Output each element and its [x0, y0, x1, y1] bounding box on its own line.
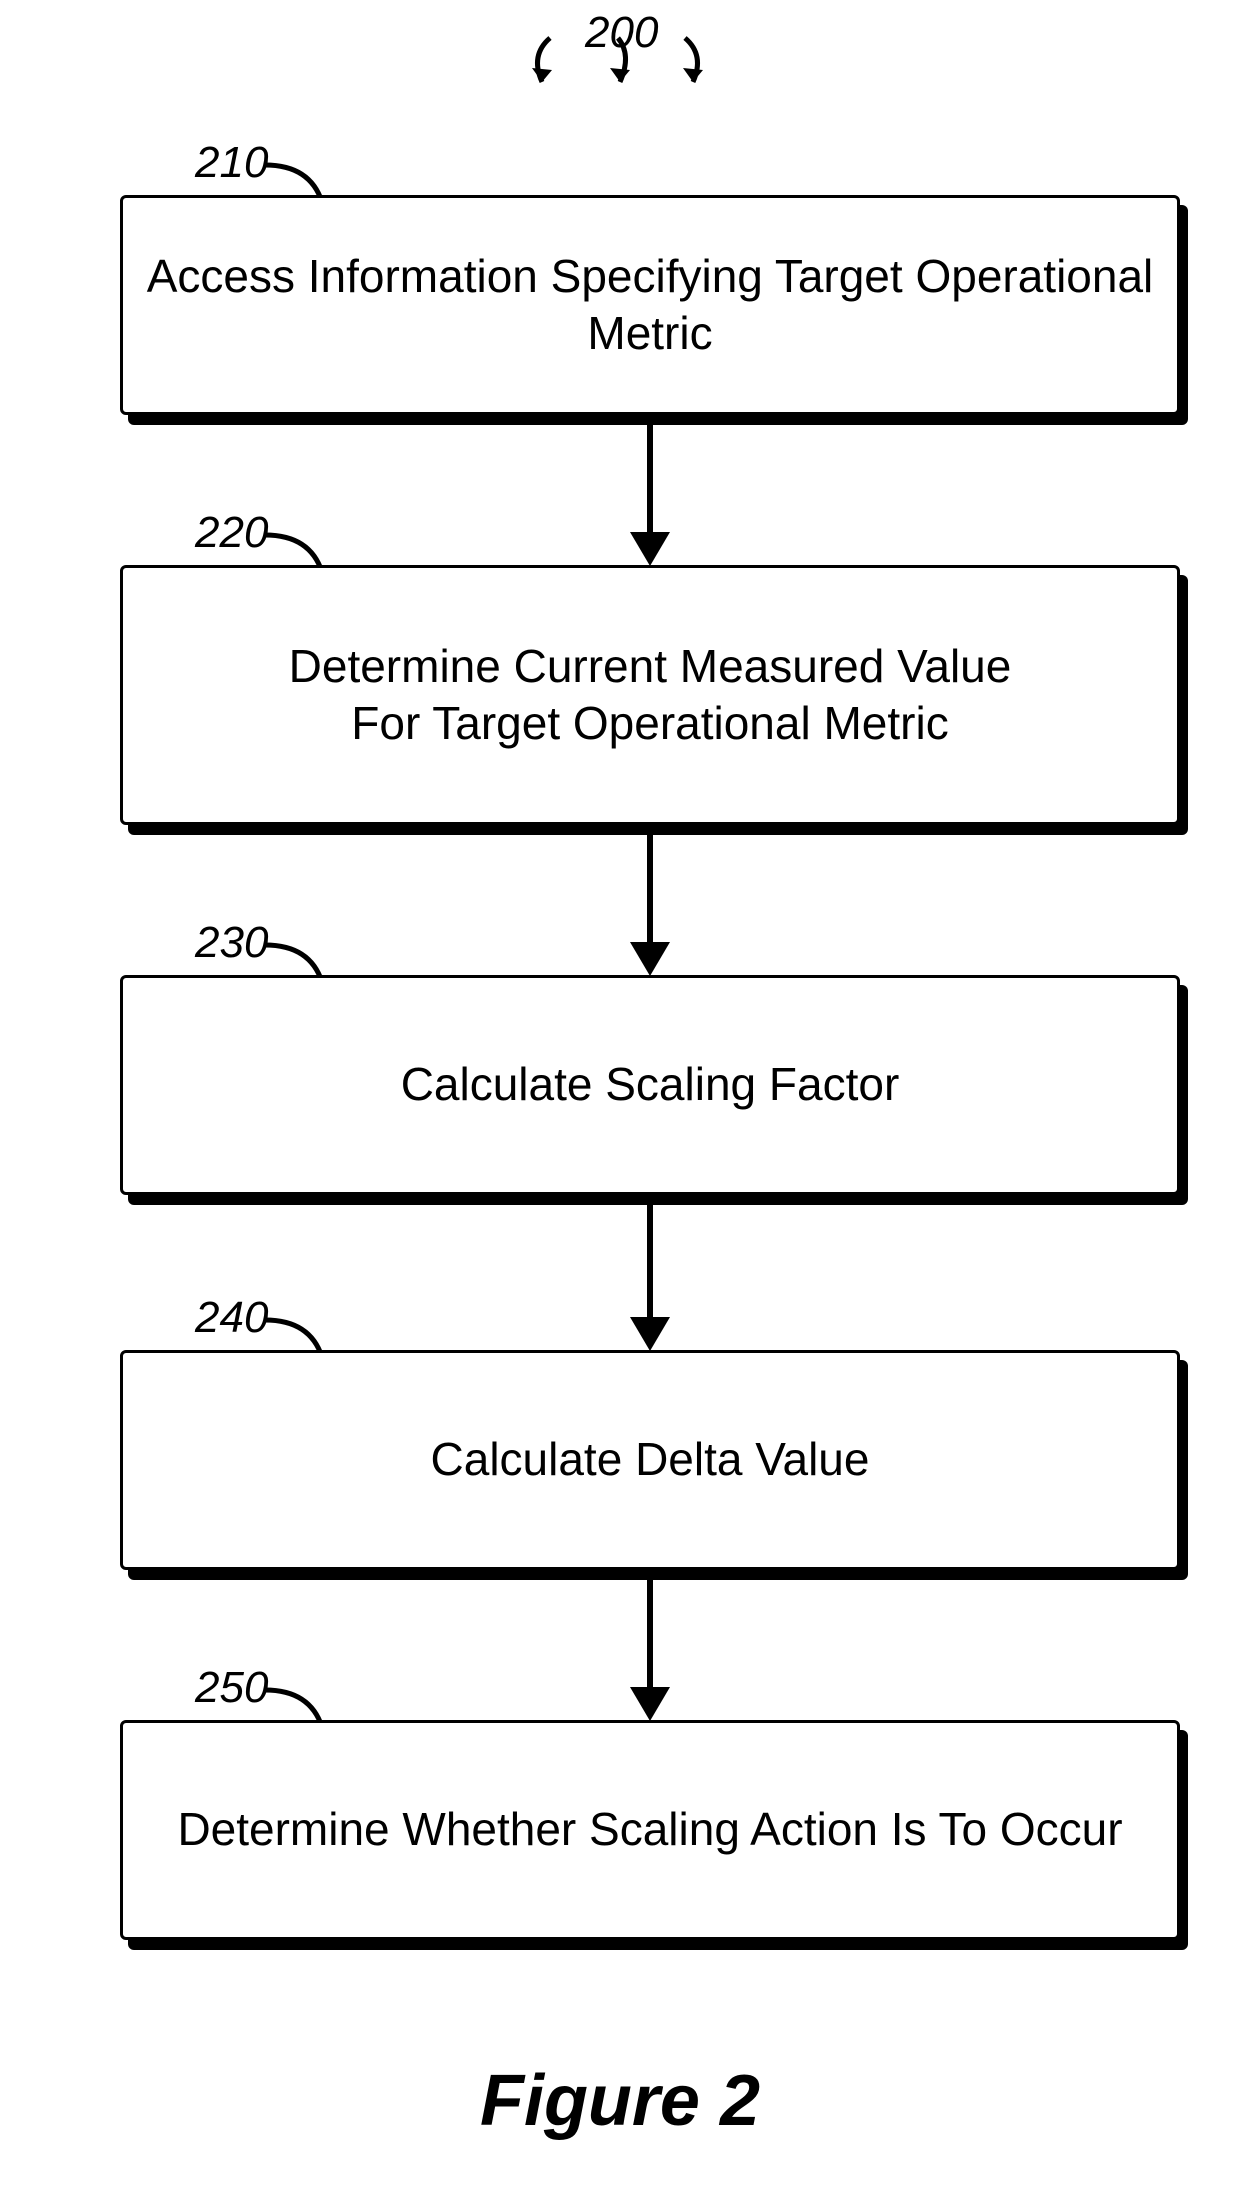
flow-arrow [630, 425, 670, 566]
figure-caption: Figure 2 [0, 2060, 1240, 2142]
step-text-250: Determine Whether Scaling Action Is To O… [123, 1723, 1177, 1937]
step-line: Determine Whether Scaling Action Is To O… [177, 1801, 1122, 1859]
step-label-220: 220 [195, 508, 268, 558]
step-line: Calculate Delta Value [431, 1431, 870, 1489]
step-line: Access Information Specifying Target Ope… [143, 248, 1157, 363]
step-line: Determine Current Measured Value [289, 638, 1012, 696]
step-text-230: Calculate Scaling Factor [123, 978, 1177, 1192]
step-text-220: Determine Current Measured Value For Tar… [123, 568, 1177, 822]
flowchart-figure: 200 210 Access Information Specifying Ta… [0, 0, 1240, 2206]
step-label-250: 250 [195, 1663, 268, 1713]
step-text-240: Calculate Delta Value [123, 1353, 1177, 1567]
flow-arrow [630, 835, 670, 976]
figure-number-label: 200 [585, 8, 658, 58]
step-label-240: 240 [195, 1293, 268, 1343]
step-line: For Target Operational Metric [351, 695, 948, 753]
flow-arrow [630, 1205, 670, 1351]
figure-number-group: 200 [490, 20, 750, 125]
step-text-210: Access Information Specifying Target Ope… [123, 198, 1177, 412]
flow-arrow [630, 1580, 670, 1721]
step-box-230: Calculate Scaling Factor [120, 975, 1180, 1195]
step-box-210: Access Information Specifying Target Ope… [120, 195, 1180, 415]
step-label-230: 230 [195, 918, 268, 968]
step-box-220: Determine Current Measured Value For Tar… [120, 565, 1180, 825]
step-box-250: Determine Whether Scaling Action Is To O… [120, 1720, 1180, 1940]
step-box-240: Calculate Delta Value [120, 1350, 1180, 1570]
step-label-210: 210 [195, 138, 268, 188]
step-line: Calculate Scaling Factor [401, 1056, 900, 1114]
